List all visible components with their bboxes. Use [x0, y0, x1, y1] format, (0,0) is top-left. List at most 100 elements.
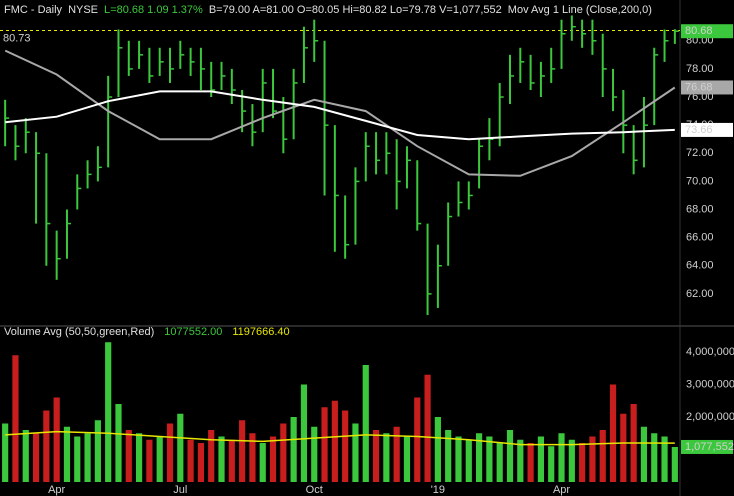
volume-bar	[43, 410, 50, 482]
y-tick-label: 2,000,000	[686, 411, 734, 423]
volume-bar	[342, 410, 349, 482]
volume-bar	[218, 436, 225, 482]
volume-bar	[249, 433, 256, 482]
volume-bar	[115, 403, 122, 482]
volume-bar	[589, 436, 596, 482]
volume-bar	[568, 439, 575, 482]
moving-average-label: 73.66	[685, 124, 713, 136]
volume-bar	[300, 384, 308, 482]
y-tick-label: 64.00	[686, 260, 714, 272]
y-tick-label: 70.00	[686, 175, 714, 187]
volume-bar	[156, 436, 163, 482]
volume-bar	[465, 439, 472, 482]
volume-bar	[259, 442, 266, 482]
volume-bar	[74, 436, 81, 482]
volume-bar	[424, 374, 431, 482]
last-volume-label-box	[681, 439, 733, 454]
legend-title: Volume Avg (50,50,green,Red)	[4, 326, 154, 338]
volume-bar	[537, 436, 544, 482]
volume-bar	[208, 429, 215, 482]
volume-bar	[2, 423, 9, 482]
volume-bar	[22, 429, 29, 482]
y-tick-label: 68.00	[686, 203, 714, 215]
reference-label: 80.73	[3, 32, 31, 44]
chart-header: FMC - Daily NYSE L=80.68 1.09 1.37% B=79.00…	[4, 4, 652, 16]
moving-average-label-box	[681, 122, 733, 137]
x-tick-label: Apr	[48, 484, 65, 496]
volume-bar	[548, 446, 555, 482]
volume-bar	[12, 355, 19, 482]
volume-bar	[620, 413, 627, 482]
y-tick-label: 3,000,000	[686, 378, 734, 390]
volume-bar	[362, 364, 369, 482]
x-tick-label: '19	[431, 484, 445, 496]
volume-bar	[187, 439, 194, 482]
volume-bar	[146, 439, 153, 482]
volume-bar	[476, 433, 483, 482]
volume-legend: Volume Avg (50,50,green,Red) 1077552.00 11…	[4, 326, 290, 338]
moving-average	[5, 90, 675, 141]
volume-bar	[640, 426, 648, 482]
x-tick-label: Oct	[306, 484, 323, 496]
volume-bar	[125, 429, 132, 482]
volume-bar	[517, 439, 524, 482]
last-price-label-box	[681, 24, 733, 39]
volume-bar	[599, 429, 606, 482]
y-tick-label: 62.00	[686, 288, 714, 300]
exchange: NYSE	[68, 4, 98, 16]
moving-average-label-box	[681, 80, 733, 95]
volume-bar	[393, 426, 400, 482]
volume-bar	[496, 442, 503, 482]
volume-bar	[579, 442, 586, 482]
indicator: Mov Avg 1 Line (Close,200,0)	[508, 4, 652, 16]
y-tick-label: 4,000,000	[686, 346, 734, 358]
volume-bar	[63, 426, 71, 482]
volume-bar	[32, 433, 40, 482]
volume-bar	[527, 442, 534, 482]
y-tick-label: 66.00	[686, 232, 714, 244]
volume-bar	[280, 423, 287, 482]
volume-bar	[321, 407, 328, 482]
volume-bar	[661, 436, 668, 482]
volume-bar	[53, 397, 60, 482]
x-tick-label: Jul	[173, 484, 187, 496]
volume-bar	[136, 433, 143, 482]
volume-bar	[352, 423, 359, 482]
chart-title: FMC - Daily	[4, 4, 63, 16]
volume-bar	[486, 436, 493, 482]
volume-bar	[84, 433, 91, 482]
y-tick-label: 72.00	[686, 147, 714, 159]
volume-bar	[609, 384, 617, 482]
moving-average-label: 76.68	[685, 81, 713, 93]
volume-bar	[290, 416, 297, 482]
stats: B=79.00 A=81.00 O=80.05 Hi=80.82 Lo=79.7…	[209, 4, 502, 16]
volume-bar	[166, 423, 174, 482]
x-tick-label: Apr	[553, 484, 570, 496]
volume-bar	[383, 433, 390, 482]
volume-bar	[331, 400, 338, 482]
last-price-label: 80.68	[685, 25, 713, 37]
moving-average	[4, 49, 676, 177]
volume-bar	[94, 420, 101, 482]
volume-bar	[311, 426, 318, 482]
volume-bar	[445, 429, 452, 482]
volume-bar	[434, 416, 441, 482]
y-tick-label: 78.00	[686, 63, 714, 75]
legend-value: 1197666.40	[232, 326, 289, 338]
volume-bar	[372, 429, 380, 482]
last-volume-label: 1,077,552	[685, 441, 734, 453]
quote: L=80.68 1.09 1.37%	[104, 4, 203, 16]
volume-bar	[403, 436, 411, 482]
volume-bar	[177, 413, 184, 482]
volume-average	[5, 430, 675, 446]
volume-bar	[414, 397, 421, 482]
legend-value: 1077552.00	[164, 326, 222, 338]
volume-bar	[506, 429, 514, 482]
volume-bar	[197, 442, 204, 482]
volume-bar	[651, 433, 658, 482]
volume-bar	[455, 436, 462, 482]
volume-bar	[671, 446, 678, 482]
volume-bar	[105, 342, 112, 482]
